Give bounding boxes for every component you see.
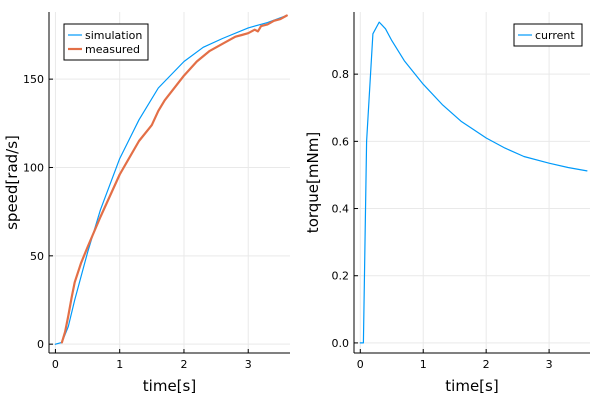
speed-x-tick-label: 2 (180, 358, 187, 371)
torque-x-tick-label: 0 (357, 358, 364, 371)
speed-x-axis-label: time[s] (143, 377, 196, 395)
torque-legend: current (513, 23, 583, 47)
torque-series-group (359, 21, 588, 344)
speed-y-tick-label: 100 (23, 161, 44, 174)
torque-chart: 0 1 2 3 0.0 0.2 0.4 0.6 0.8 time[s] torque[mNm] cur… (304, 12, 590, 395)
torque-legend-label-current: current (535, 29, 575, 42)
speed-y-tick-label: 150 (23, 73, 44, 86)
torque-x-tick-label: 3 (546, 358, 553, 371)
torque-y-tick-label: 0.4 (332, 203, 350, 216)
speed-series-measured (60, 14, 288, 344)
torque-series-current (359, 21, 588, 344)
speed-chart: 0 1 2 3 0 50 100 150 time[s] speed[rad/s] simulati… (3, 12, 290, 395)
speed-x-tick-label: 3 (245, 358, 252, 371)
torque-y-tick-label: 0.0 (332, 337, 350, 350)
torque-legend-box (513, 23, 583, 47)
speed-y-axis-label: speed[rad/s] (3, 135, 21, 230)
speed-series-simulation (54, 14, 288, 345)
speed-legend-label-measured: measured (85, 43, 140, 56)
torque-x-tick-label: 2 (483, 358, 490, 371)
torque-y-tick-label: 0.2 (332, 270, 350, 283)
speed-legend-box (63, 23, 149, 61)
torque-x-axis-label: time[s] (445, 377, 498, 395)
speed-y-tick-label: 50 (30, 250, 44, 263)
speed-y-tick-label: 0 (37, 338, 44, 351)
speed-legend-label-simulation: simulation (85, 29, 142, 42)
speed-x-tick-label: 1 (116, 358, 123, 371)
speed-x-tick-label: 0 (52, 358, 59, 371)
torque-y-tick-label: 0.8 (332, 68, 350, 81)
torque-y-axis-label: torque[mNm] (304, 132, 322, 233)
torque-y-tick-label: 0.6 (332, 135, 350, 148)
torque-x-tick-label: 1 (420, 358, 427, 371)
speed-series-group (54, 14, 288, 345)
